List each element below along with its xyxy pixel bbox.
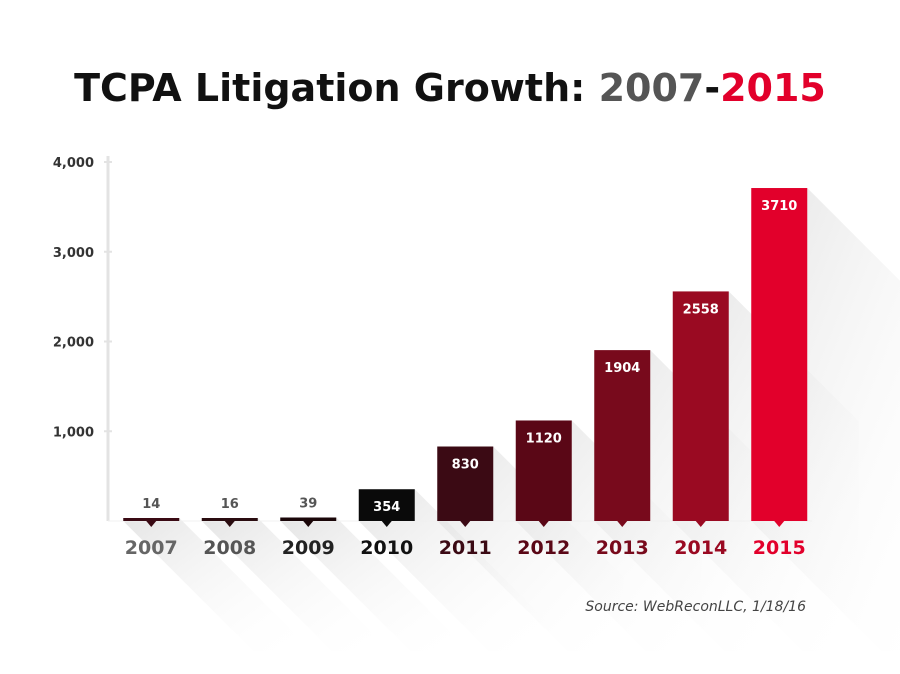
bar-pointer [224, 521, 235, 527]
labels: 14 2007 16 2008 39 2009 354 2010 830 2011 1120 2012… [125, 199, 806, 559]
title-year-start: 2007 [598, 66, 705, 110]
bar-2012 [515, 420, 572, 521]
bar-pointer [146, 521, 157, 527]
bar-pointer [303, 521, 314, 527]
bar-shadow [123, 518, 310, 651]
y-tick-label: 2,000 [53, 336, 94, 351]
bar-pointer [460, 521, 471, 527]
title-year-end: 2015 [720, 66, 826, 110]
x-tick-label-2012: 2012 [517, 537, 570, 559]
value-label-2009: 39 [299, 496, 317, 511]
bar-shadow [280, 517, 467, 651]
value-label-2012: 1120 [526, 431, 562, 446]
value-label-2010: 354 [373, 500, 400, 515]
bar-2007 [123, 518, 180, 521]
x-tick-label-2008: 2008 [203, 537, 256, 559]
y-tick-label: 3,000 [53, 246, 94, 261]
bar-pointer [617, 521, 628, 527]
bar-2008 [201, 518, 258, 521]
bar-2009 [280, 517, 337, 521]
value-label-2015: 3710 [761, 199, 797, 214]
y-tick-label: 4,000 [53, 156, 94, 171]
value-label-2014: 2558 [683, 302, 719, 317]
x-tick-label-2014: 2014 [674, 537, 727, 559]
x-tick-label-2011: 2011 [439, 537, 492, 559]
bars [123, 188, 808, 527]
source-note: Source: WebReconLLC, 1/18/16 [585, 599, 806, 615]
bar-2014 [672, 291, 729, 521]
bar-shadow [201, 518, 388, 651]
title-dash: - [704, 66, 721, 110]
bar-shadow [358, 489, 545, 651]
x-tick-label-2013: 2013 [596, 537, 649, 559]
bar-pointer [695, 521, 706, 527]
bar-pointer [538, 521, 549, 527]
bar-2010 [358, 489, 415, 521]
x-tick-label-2010: 2010 [360, 537, 413, 559]
bar-pointer [774, 521, 785, 527]
value-label-2008: 16 [221, 497, 239, 512]
bar-pointer [381, 521, 392, 527]
bar-2013 [594, 350, 651, 521]
y-tick-label: 1,000 [53, 425, 94, 440]
chart-title: TCPA Litigation Growth: 2007-2015 [0, 66, 900, 110]
value-label-2007: 14 [142, 497, 160, 512]
bar-2015 [751, 188, 808, 521]
x-tick-label-2015: 2015 [753, 537, 806, 559]
title-main: TCPA Litigation Growth: [74, 66, 599, 110]
x-tick-label-2009: 2009 [282, 537, 335, 559]
x-tick-label-2007: 2007 [125, 537, 178, 559]
value-label-2011: 830 [452, 458, 479, 473]
value-label-2013: 1904 [604, 361, 640, 376]
bar-2011 [437, 446, 494, 521]
